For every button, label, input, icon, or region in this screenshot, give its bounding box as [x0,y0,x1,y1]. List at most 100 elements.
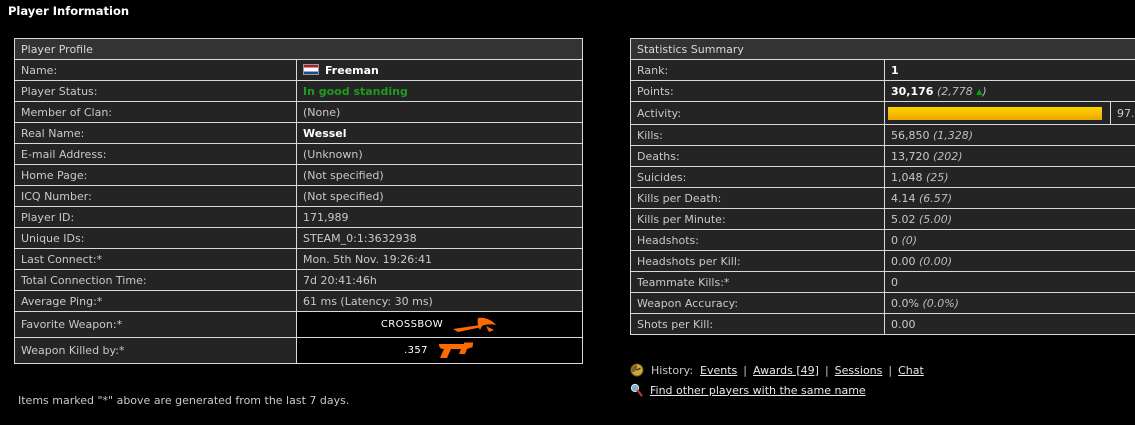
previous-period-close: ) [982,84,987,98]
row-value-text: Wessel [303,126,347,140]
history-line: History: Events | Awards [49] | Sessions | Cha… [630,360,924,380]
stats-table-title: Statistics Summary [630,38,1135,60]
row-value: 1,048 (25) [884,166,1135,188]
find-other-players-link[interactable]: Find other players with the same name [650,383,866,397]
row-label: Real Name: [14,122,297,144]
history-links: Events | Awards [49] | Sessions | Chat [700,364,924,377]
row-label: Home Page: [14,164,297,186]
history-label: History: [651,363,694,377]
table-row: Average Ping:* 61 ms (Latency: 30 ms) [14,290,583,312]
table-row: Rank: 1 [630,59,1135,81]
table-row: Headshots per Kill: 0.00 (0.00) [630,250,1135,272]
row-label: Average Ping:* [14,290,297,312]
weapon-name: .357 [404,345,428,356]
table-row: Total Connection Time: 7d 20:41:46h [14,269,583,291]
table-row: Kills per Minute: 5.02 (5.00) [630,208,1135,230]
previous-period-value: (0.00) [915,254,953,268]
row-value: Mon. 5th Nov. 19:26:41 [296,248,583,270]
row-label: Player ID: [14,206,297,228]
table-row: Home Page: (Not specified) [14,164,583,186]
row-label: Activity: [630,101,885,125]
previous-period-value: (25) [922,170,949,184]
player-status: In good standing [303,84,408,98]
table-row: Points: 30,176 (2,778 ▲) [630,80,1135,102]
row-value: (Not specified) [296,185,583,207]
table-row: Favorite Weapon:* CROSSBOW [14,311,583,338]
table-row: E-mail Address: (Unknown) [14,143,583,165]
profile-table-title: Player Profile [14,38,583,60]
table-row: Real Name: Wessel [14,122,583,144]
row-label: Suicides: [630,166,885,188]
table-row: Suicides: 1,048 (25) [630,166,1135,188]
weapon-value: CROSSBOW [381,316,498,334]
row-label: Weapon Accuracy: [630,292,885,314]
table-row: Deaths: 13,720 (202) [630,145,1135,167]
row-label: Total Connection Time: [14,269,297,291]
row-label: Favorite Weapon:* [14,311,297,338]
row-value-text: 1 [891,63,899,77]
table-row: Shots per Kill: 0.00 [630,313,1135,335]
row-label: Weapon Killed by:* [14,337,297,364]
table-row: Player ID: 171,989 [14,206,583,228]
previous-period-value: (2,778 [933,84,977,98]
row-value: (Unknown) [296,143,583,165]
table-row: Member of Clan: (None) [14,101,583,123]
row-value: Freeman [296,59,583,81]
history-link-chat[interactable]: Chat [898,363,924,377]
row-label: Member of Clan: [14,101,297,123]
table-row: Unique IDs: STEAM_0:1:3632938 [14,227,583,249]
history-clock-icon [630,363,644,377]
row-value: 13,720 (202) [884,145,1135,167]
row-value: (None) [296,101,583,123]
table-row: ICQ Number: (Not specified) [14,185,583,207]
history-link-sessions[interactable]: Sessions [834,363,883,377]
row-label: Headshots per Kill: [630,250,885,272]
row-value: STEAM_0:1:3632938 [296,227,583,249]
row-label: Kills per Death: [630,187,885,209]
footnote: Items marked "*" above are generated fro… [18,394,350,407]
row-label: Shots per Kill: [630,313,885,335]
statistics-summary-table: Statistics Summary Rank: 1 Points: 30,176 (… [630,38,1135,335]
row-value: 0.00 (0.00) [884,250,1135,272]
crossbow-icon [452,316,498,334]
row-value: (Not specified) [296,164,583,186]
row-value: 0.0% (0.0%) [884,292,1135,314]
row-value-text: 30,176 [891,84,934,98]
row-value: 4.14 (6.57) [884,187,1135,209]
table-row: Activity: 97.5% [630,101,1135,125]
link-separator: | [824,363,829,377]
row-value: 30,176 (2,778 ▲) [884,80,1135,102]
weapon-name: CROSSBOW [380,319,444,330]
row-label: Last Connect:* [14,248,297,270]
history-link-events[interactable]: Events [700,363,738,377]
row-value: In good standing [296,80,583,102]
history-link-awards-49[interactable]: Awards [49] [753,363,819,377]
row-label: Deaths: [630,145,885,167]
table-header-row: Statistics Summary [630,38,1135,60]
page-title: Player Information [8,4,130,18]
table-row: Weapon Killed by:* .357 [14,337,583,364]
row-value: 1 [884,59,1135,81]
row-label: ICQ Number: [14,185,297,207]
previous-period-value: (0) [898,233,918,247]
history-links-block: History: Events | Awards [49] | Sessions | Cha… [630,360,924,400]
previous-period-value: (0.0%) [918,296,959,310]
table-row: Kills: 56,850 (1,328) [630,124,1135,146]
row-value: 61 ms (Latency: 30 ms) [296,290,583,312]
netherlands-flag-icon [303,63,319,75]
row-label: Points: [630,80,885,102]
row-value: 56,850 (1,328) [884,124,1135,146]
row-label: Rank: [630,59,885,81]
row-value: 7d 20:41:46h [296,269,583,291]
table-row: Player Status: In good standing [14,80,583,102]
previous-period-value: (6.57) [915,191,953,205]
row-value: 0 [884,271,1135,293]
row-value: CROSSBOW [296,311,583,338]
row-value: 171,989 [296,206,583,228]
row-label: E-mail Address: [14,143,297,165]
previous-period-value: (1,328) [929,128,974,142]
row-label: Kills per Minute: [630,208,885,230]
link-separator: | [888,363,893,377]
row-label: Player Status: [14,80,297,102]
